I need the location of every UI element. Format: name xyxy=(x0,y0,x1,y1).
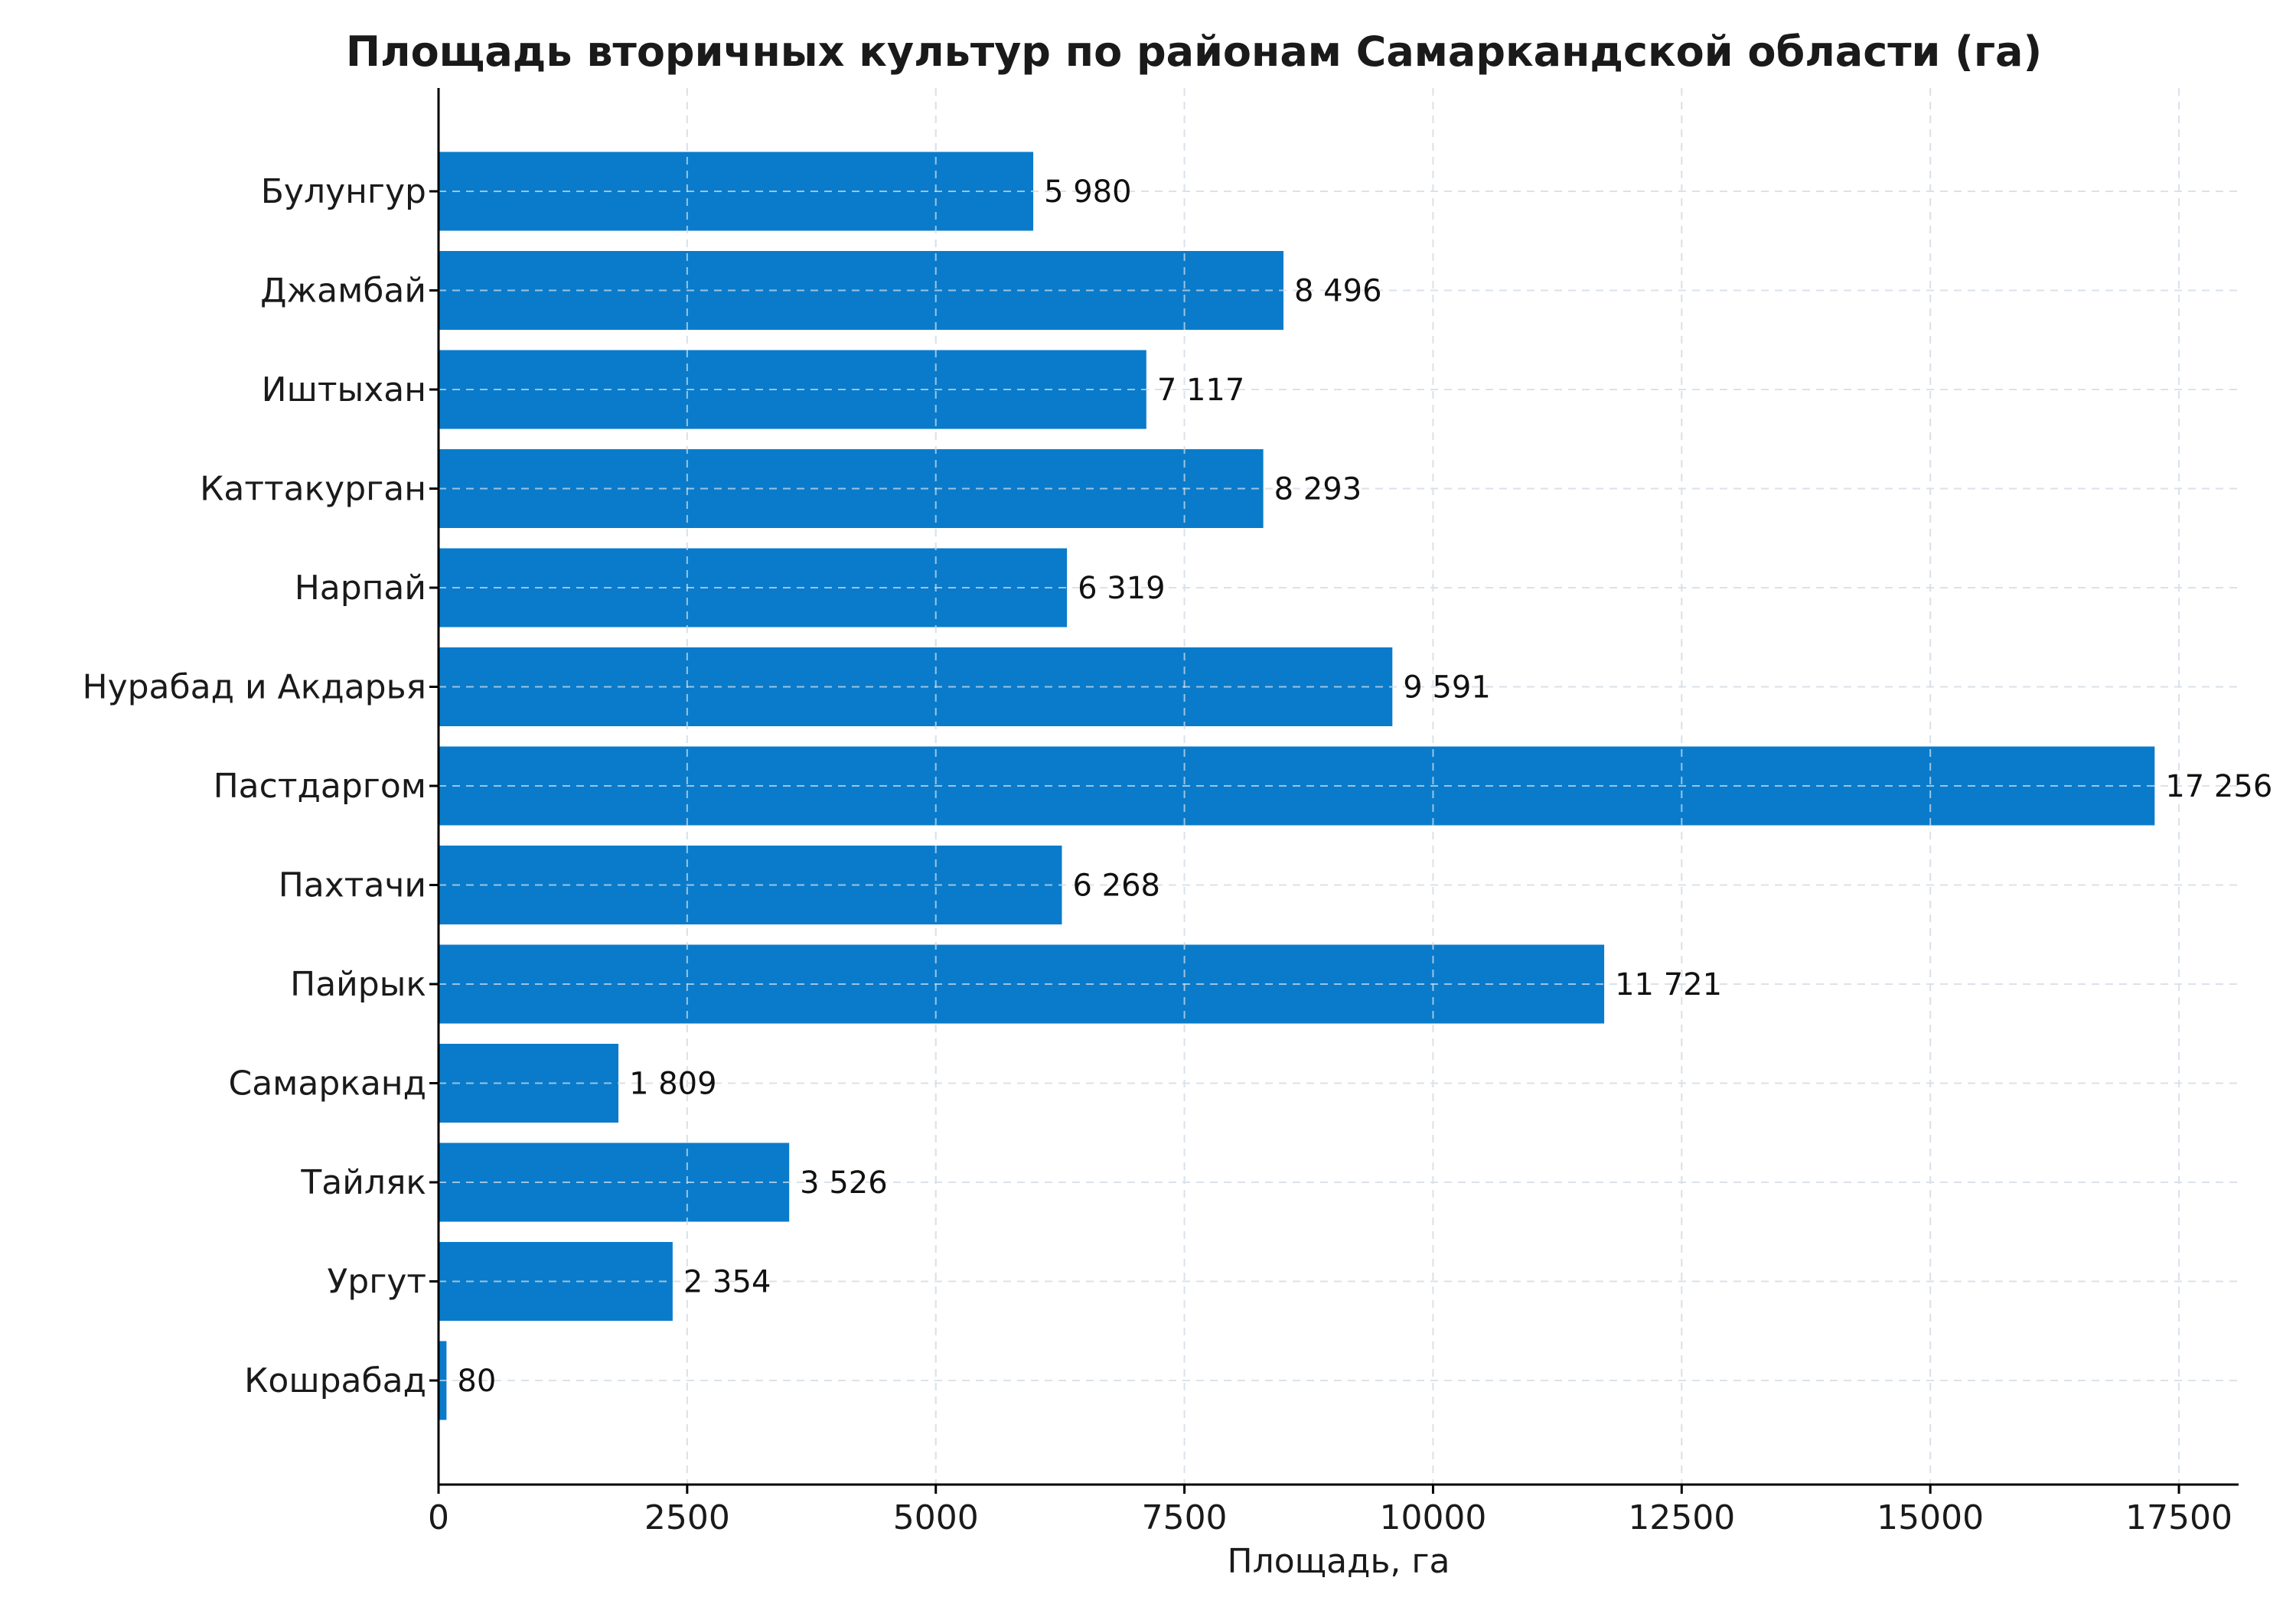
category-label: Каттакурган xyxy=(200,470,426,509)
x-tick-label: 12500 xyxy=(1628,1498,1735,1537)
category-label: Нурабад и Акдарья xyxy=(83,668,427,707)
bar xyxy=(439,449,1264,528)
category-labels: Булунгур Джамбай Иштыхан Каттакурган Нарпай Н… xyxy=(83,172,439,1400)
value-labels: 5 980 8 496 7 117 8 293 6 319 9 591 17 256 6 26… xyxy=(457,174,2272,1399)
value-label: 2 354 xyxy=(683,1265,771,1300)
bar xyxy=(439,350,1146,429)
x-tick-label: 2500 xyxy=(644,1498,730,1537)
category-label: Иштыхан xyxy=(262,370,426,409)
chart-title: Площадь вторичных культур по районам Сам… xyxy=(346,28,2042,76)
x-tick-label: 10000 xyxy=(1379,1498,1486,1537)
value-label: 80 xyxy=(457,1364,496,1399)
value-label: 5 980 xyxy=(1044,174,1132,210)
category-label: Пайрык xyxy=(290,965,426,1004)
x-tick-label: 0 xyxy=(428,1498,449,1537)
category-label: Кошрабад xyxy=(244,1361,426,1400)
category-label: Пахтачи xyxy=(279,866,426,905)
value-label: 17 256 xyxy=(2165,769,2272,804)
x-tick-label: 7500 xyxy=(1142,1498,1228,1537)
x-tick-label: 17500 xyxy=(2125,1498,2232,1537)
category-label: Нарпай xyxy=(295,569,426,608)
category-label: Булунгур xyxy=(261,172,426,211)
value-label: 6 319 xyxy=(1078,571,1166,606)
category-label: Самарканд xyxy=(229,1064,427,1103)
bar xyxy=(439,548,1068,627)
value-label: 8 496 xyxy=(1294,274,1382,309)
category-label: Ургут xyxy=(327,1263,426,1302)
category-label: Джамбай xyxy=(260,272,426,311)
grid-overlay xyxy=(439,88,2239,1485)
value-label: 3 526 xyxy=(800,1165,888,1201)
value-label: 6 268 xyxy=(1072,869,1160,904)
x-tick-label: 15000 xyxy=(1877,1498,1984,1537)
x-tick-label: 5000 xyxy=(893,1498,979,1537)
value-label: 9 591 xyxy=(1403,670,1491,706)
x-axis-ticks: 0 2500 5000 7500 10000 12500 15000 17500 xyxy=(428,1485,2232,1537)
value-label: 1 809 xyxy=(629,1067,717,1102)
value-label: 8 293 xyxy=(1274,472,1362,507)
x-axis-title: Площадь, га xyxy=(1228,1542,1450,1581)
category-label: Тайляк xyxy=(300,1163,426,1202)
value-label: 7 117 xyxy=(1157,373,1245,408)
bar xyxy=(439,1143,790,1222)
value-label: 11 721 xyxy=(1615,967,1722,1002)
category-label: Пастдаргом xyxy=(214,767,426,806)
